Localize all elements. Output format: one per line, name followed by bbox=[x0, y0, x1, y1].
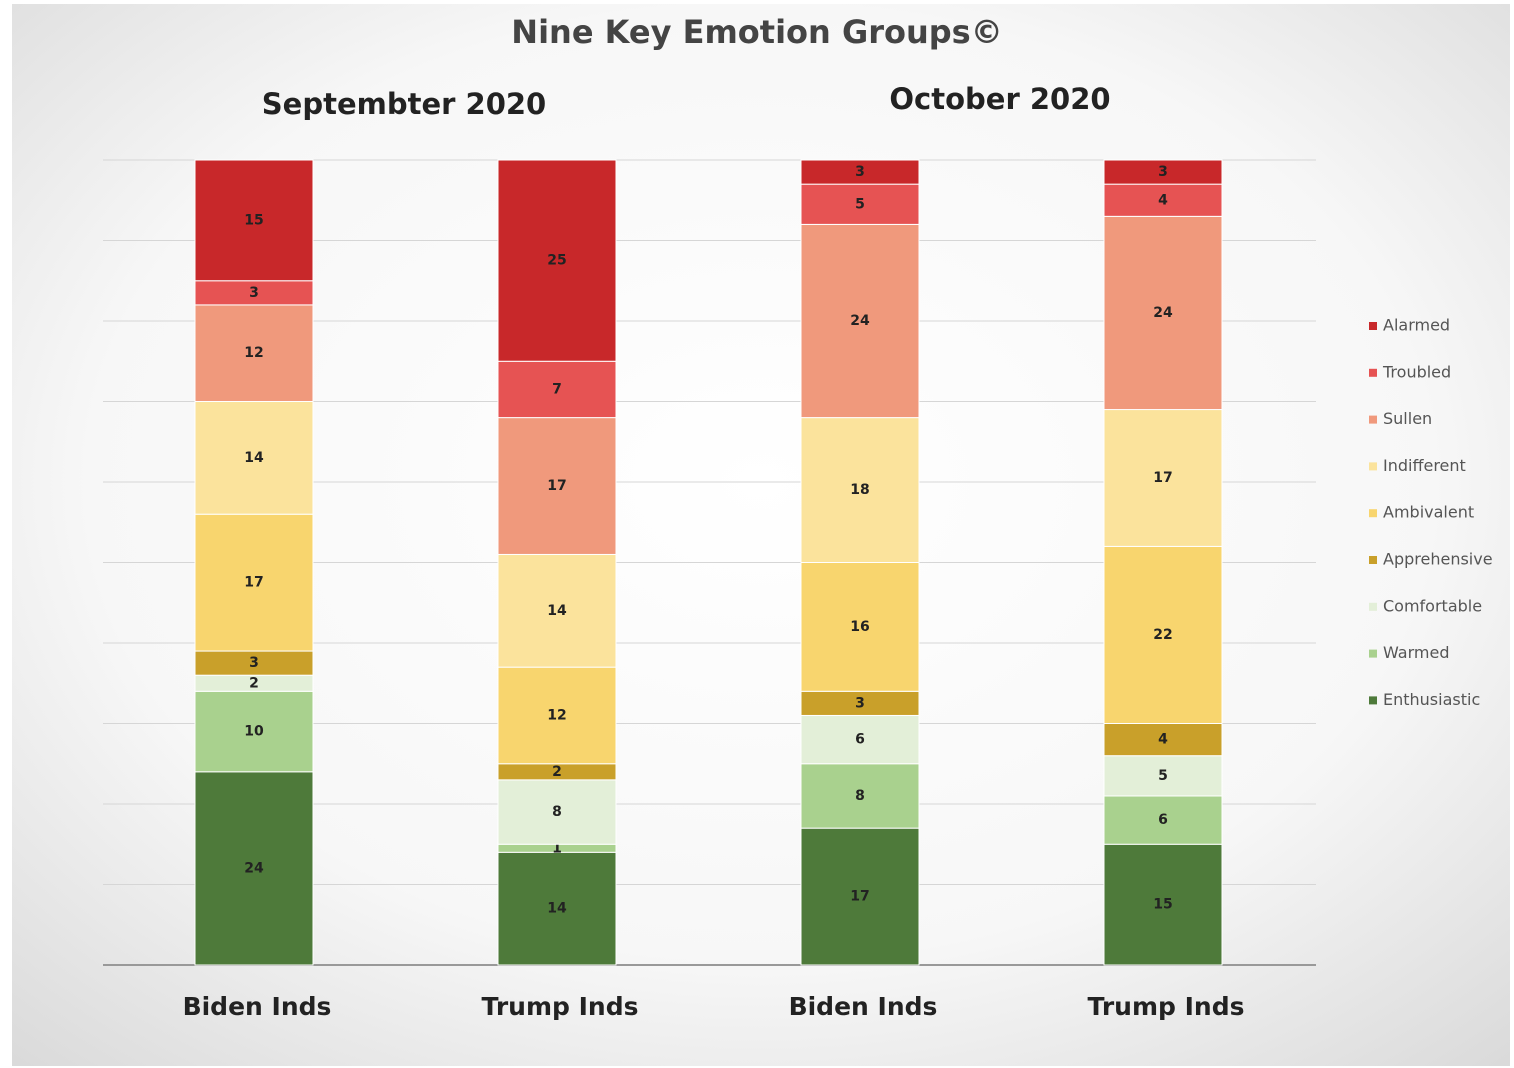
data-label: 6 bbox=[855, 732, 865, 748]
data-label: 15 bbox=[244, 212, 263, 228]
data-label: 3 bbox=[249, 655, 259, 671]
group-label: Septembter 2020 bbox=[262, 87, 546, 121]
legend-label: Alarmed bbox=[1383, 316, 1450, 335]
data-label: 4 bbox=[1158, 192, 1168, 208]
legend-swatch bbox=[1369, 415, 1377, 424]
bar-segment bbox=[194, 401, 314, 515]
bar-segment bbox=[800, 562, 920, 692]
x-tick-label: Biden Inds bbox=[789, 992, 938, 1021]
data-label: 3 bbox=[249, 285, 259, 301]
data-label: 5 bbox=[855, 196, 865, 212]
data-label: 18 bbox=[850, 482, 869, 498]
bar-segment bbox=[497, 553, 617, 668]
bar-segment bbox=[1103, 795, 1223, 845]
data-label: 17 bbox=[547, 478, 566, 494]
legend-label: Enthusiastic bbox=[1383, 690, 1480, 709]
legend-label: Warmed bbox=[1383, 643, 1449, 662]
data-label: 25 bbox=[547, 253, 566, 269]
bar-segment bbox=[194, 771, 314, 966]
bar-segment bbox=[194, 650, 314, 676]
data-label: 8 bbox=[855, 788, 865, 804]
bar-segment bbox=[1103, 755, 1223, 797]
bar-segment bbox=[194, 513, 314, 652]
data-label: 15 bbox=[1153, 897, 1172, 913]
x-tick-label: Biden Inds bbox=[183, 992, 332, 1021]
bar-segment bbox=[1103, 723, 1223, 757]
x-tick-label: Trump Inds bbox=[482, 992, 639, 1021]
legend-swatch bbox=[1369, 509, 1377, 518]
bar-segment bbox=[1103, 545, 1223, 725]
data-label: 2 bbox=[552, 764, 562, 780]
bar-segment bbox=[194, 280, 314, 306]
data-label: 1 bbox=[552, 840, 562, 856]
bar-segment bbox=[194, 159, 314, 282]
bar-segment bbox=[1103, 409, 1223, 547]
bar-segment bbox=[800, 714, 920, 765]
legend-label: Comfortable bbox=[1383, 596, 1482, 615]
data-label: 4 bbox=[1158, 732, 1168, 748]
data-label: 10 bbox=[244, 724, 264, 740]
bar-segment bbox=[497, 360, 617, 419]
bar-segment bbox=[800, 223, 920, 419]
data-label: 3 bbox=[855, 695, 865, 711]
legend-label: Troubled bbox=[1382, 362, 1451, 381]
data-label: 12 bbox=[244, 345, 263, 361]
data-label: 2 bbox=[249, 675, 259, 691]
data-label: 14 bbox=[547, 603, 567, 619]
legend-label: Indifferent bbox=[1383, 456, 1466, 475]
data-label: 14 bbox=[244, 450, 264, 466]
bar-segment bbox=[194, 304, 314, 402]
bar-segment bbox=[1103, 843, 1223, 966]
data-label: 17 bbox=[244, 575, 263, 591]
data-label: 5 bbox=[1158, 768, 1168, 784]
bar-segment bbox=[497, 417, 617, 555]
data-label: 17 bbox=[1153, 470, 1172, 486]
bar-segment bbox=[800, 690, 920, 716]
legend-swatch bbox=[1369, 368, 1377, 377]
data-label: 3 bbox=[855, 164, 865, 180]
data-label: 6 bbox=[1158, 812, 1168, 828]
bar-segment bbox=[1103, 215, 1223, 411]
bar-segment bbox=[800, 763, 920, 829]
bar-segment bbox=[497, 851, 617, 966]
legend-swatch bbox=[1369, 696, 1377, 705]
data-label: 7 bbox=[552, 381, 562, 397]
data-label: 24 bbox=[244, 860, 264, 876]
data-label: 3 bbox=[1158, 164, 1168, 180]
data-label: 12 bbox=[547, 707, 566, 723]
group-label: October 2020 bbox=[889, 82, 1110, 116]
legend-label: Sullen bbox=[1383, 409, 1432, 428]
legend-swatch bbox=[1369, 322, 1377, 330]
bar-segment bbox=[497, 779, 617, 845]
legend-swatch bbox=[1369, 556, 1377, 564]
legend-swatch bbox=[1369, 462, 1377, 471]
data-label: 22 bbox=[1153, 627, 1172, 643]
data-label: 17 bbox=[850, 889, 869, 905]
x-tick-label: Trump Inds bbox=[1088, 992, 1245, 1021]
legend-label: Apprehensive bbox=[1383, 550, 1493, 569]
chart-title: Nine Key Emotion Groups© bbox=[511, 13, 1002, 51]
bar-segment bbox=[800, 827, 920, 966]
legend-swatch bbox=[1369, 649, 1377, 658]
legend-swatch bbox=[1369, 602, 1377, 611]
data-label: 16 bbox=[850, 619, 869, 635]
legend-label: Ambivalent bbox=[1383, 503, 1474, 522]
bar-segment bbox=[497, 159, 617, 362]
bar-segment bbox=[1103, 159, 1223, 185]
data-label: 8 bbox=[552, 804, 562, 820]
bar-segment bbox=[194, 690, 314, 773]
data-label: 14 bbox=[547, 901, 567, 917]
bar-segment bbox=[800, 159, 920, 185]
bar-segment bbox=[800, 183, 920, 225]
bar-segment bbox=[497, 666, 617, 765]
bar-segment bbox=[800, 417, 920, 563]
data-label: 24 bbox=[850, 313, 870, 329]
data-label: 24 bbox=[1153, 305, 1173, 321]
